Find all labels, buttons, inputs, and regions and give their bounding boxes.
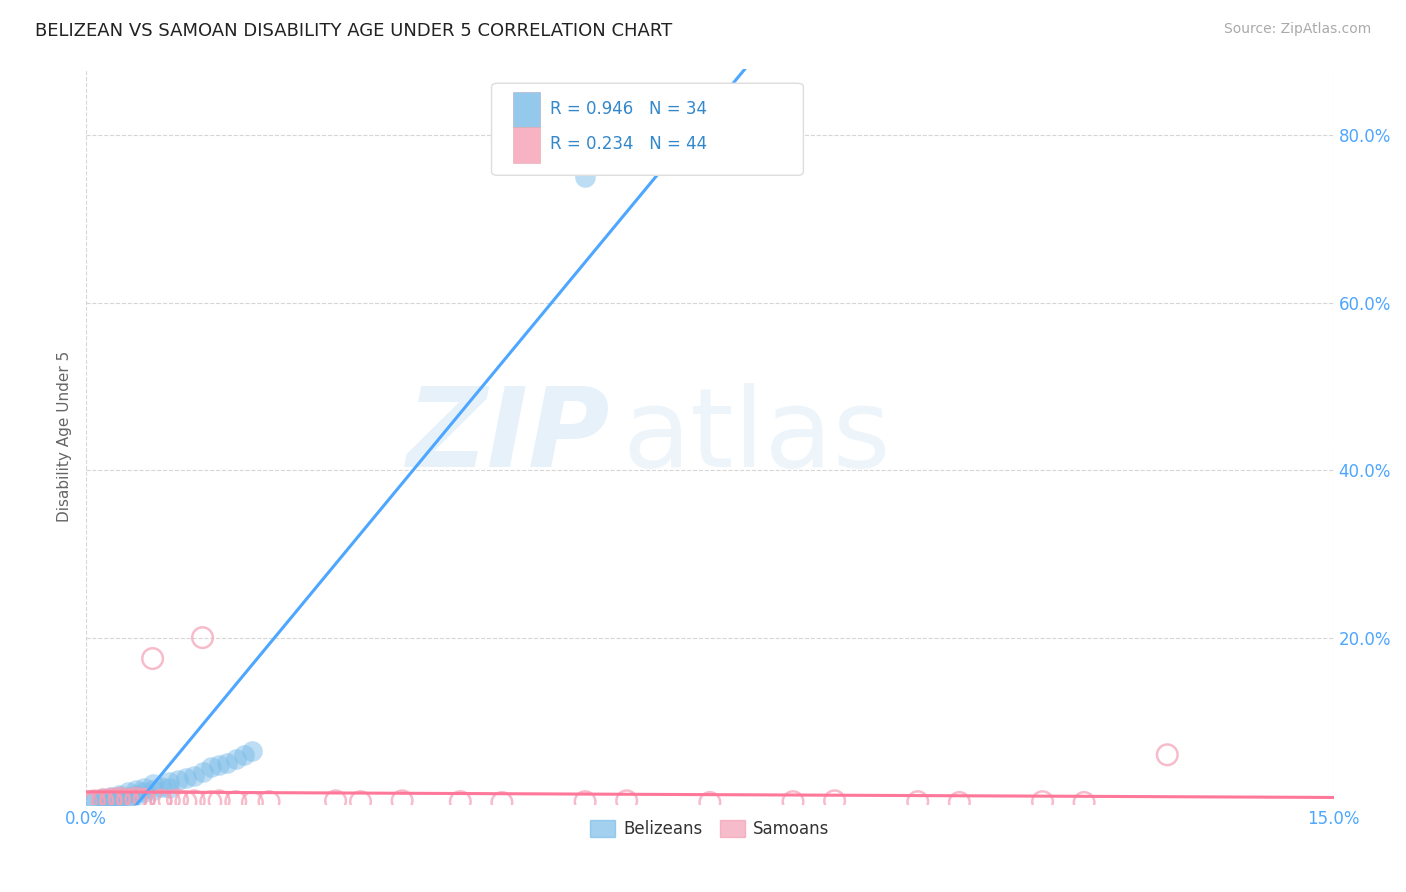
- Point: [574, 170, 596, 185]
- Point: [100, 795, 122, 809]
- Text: BELIZEAN VS SAMOAN DISABILITY AGE UNDER 5 CORRELATION CHART: BELIZEAN VS SAMOAN DISABILITY AGE UNDER …: [35, 22, 672, 40]
- Point: [117, 792, 139, 806]
- FancyBboxPatch shape: [513, 128, 540, 163]
- Point: [208, 794, 231, 808]
- Text: atlas: atlas: [623, 384, 891, 491]
- Point: [174, 795, 197, 809]
- Point: [142, 783, 165, 797]
- Point: [134, 793, 156, 807]
- Point: [157, 774, 180, 789]
- Point: [100, 794, 122, 808]
- Point: [824, 794, 846, 808]
- Point: [166, 793, 188, 807]
- Point: [117, 791, 139, 805]
- Point: [108, 793, 131, 807]
- Point: [191, 631, 214, 645]
- Point: [117, 785, 139, 799]
- Point: [134, 792, 156, 806]
- Point: [125, 793, 148, 807]
- Point: [174, 771, 197, 785]
- Point: [83, 794, 105, 808]
- Point: [91, 793, 114, 807]
- Point: [125, 791, 148, 805]
- Point: [208, 757, 231, 772]
- Point: [75, 796, 97, 810]
- Point: [117, 789, 139, 804]
- Point: [149, 795, 172, 809]
- FancyBboxPatch shape: [492, 83, 803, 176]
- Point: [782, 795, 804, 809]
- Point: [100, 789, 122, 804]
- Point: [100, 794, 122, 808]
- Point: [242, 743, 264, 757]
- Point: [183, 794, 205, 808]
- Point: [1073, 796, 1095, 810]
- Point: [142, 777, 165, 791]
- FancyBboxPatch shape: [513, 92, 540, 128]
- Point: [125, 783, 148, 797]
- Text: R = 0.234   N = 44: R = 0.234 N = 44: [550, 136, 707, 153]
- Point: [117, 794, 139, 808]
- Text: Source: ZipAtlas.com: Source: ZipAtlas.com: [1223, 22, 1371, 37]
- Point: [242, 796, 264, 810]
- Point: [699, 796, 721, 810]
- Point: [142, 651, 165, 665]
- Point: [1031, 795, 1053, 809]
- Point: [257, 795, 280, 809]
- Point: [391, 794, 413, 808]
- Point: [574, 795, 596, 809]
- Point: [948, 796, 970, 810]
- Point: [200, 795, 222, 809]
- Point: [225, 795, 247, 809]
- Point: [157, 794, 180, 808]
- Point: [91, 795, 114, 809]
- Point: [108, 791, 131, 805]
- Point: [616, 794, 638, 808]
- Point: [83, 796, 105, 810]
- Point: [166, 772, 188, 787]
- Text: R = 0.946   N = 34: R = 0.946 N = 34: [550, 100, 707, 118]
- Point: [149, 780, 172, 794]
- Y-axis label: Disability Age Under 5: Disability Age Under 5: [58, 351, 72, 523]
- Point: [108, 788, 131, 802]
- Point: [1156, 747, 1178, 762]
- Point: [907, 795, 929, 809]
- Point: [83, 796, 105, 810]
- Point: [449, 795, 471, 809]
- Point: [233, 747, 256, 762]
- Point: [217, 756, 239, 771]
- Point: [125, 788, 148, 802]
- Point: [91, 791, 114, 805]
- Point: [157, 781, 180, 796]
- Point: [200, 760, 222, 774]
- Legend: Belizeans, Samoans: Belizeans, Samoans: [583, 813, 837, 845]
- Point: [191, 764, 214, 779]
- Point: [83, 794, 105, 808]
- Point: [349, 795, 371, 809]
- Point: [134, 781, 156, 796]
- Point: [108, 793, 131, 807]
- Point: [91, 793, 114, 807]
- Point: [149, 793, 172, 807]
- Point: [491, 796, 513, 810]
- Text: ZIP: ZIP: [406, 384, 610, 491]
- Point: [108, 790, 131, 805]
- Point: [225, 752, 247, 766]
- Point: [325, 794, 347, 808]
- Point: [134, 785, 156, 799]
- Point: [100, 792, 122, 806]
- Point: [100, 792, 122, 806]
- Point: [183, 769, 205, 783]
- Point: [616, 153, 638, 168]
